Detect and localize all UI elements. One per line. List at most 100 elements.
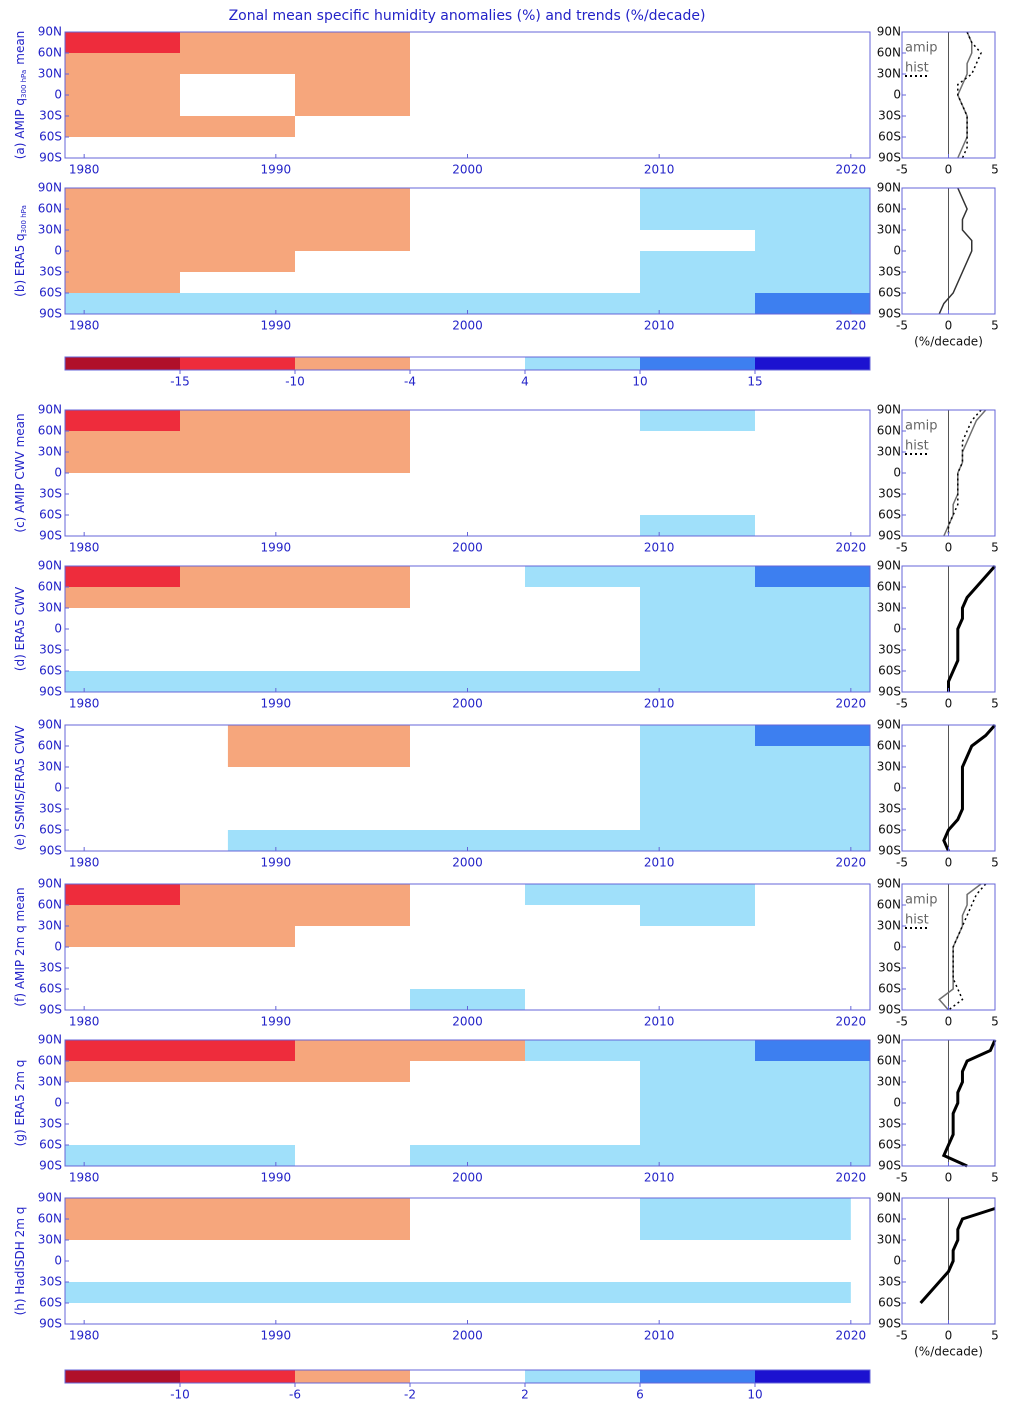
profile-y-tick-label: 60S xyxy=(878,130,901,144)
profile-x-tick-label: -5 xyxy=(896,541,908,555)
y-axis-label-main: (d) ERA5 CWV xyxy=(13,586,27,671)
heatmap-cell xyxy=(65,629,180,650)
x-tick-label: 1980 xyxy=(69,1329,100,1343)
heatmap-cell xyxy=(180,74,295,95)
y-tick-label: 90S xyxy=(39,685,62,699)
heatmap-cell xyxy=(295,1061,410,1082)
heatmap-cell xyxy=(410,473,525,494)
profile-y-tick-label: 60N xyxy=(877,1054,901,1068)
heatmap-cell xyxy=(640,1282,755,1303)
heatmap-cell xyxy=(640,209,755,230)
profile-y-tick-label: 30S xyxy=(878,265,901,279)
heatmap-cell xyxy=(525,767,640,788)
profile-y-tick-label: 30N xyxy=(877,445,901,459)
heatmap-cell xyxy=(525,989,640,1010)
profile-y-tick-label: 90S xyxy=(878,529,901,543)
x-tick-label: 2010 xyxy=(644,697,675,711)
heatmap-cell xyxy=(640,809,755,830)
heatmap-cell xyxy=(410,905,525,926)
colorbar-frame xyxy=(64,1369,871,1384)
heatmap-cell xyxy=(295,515,410,536)
heatmap-cell xyxy=(640,188,755,209)
heatmap-cell xyxy=(295,431,410,452)
heatmap-cell xyxy=(180,410,295,431)
profile-y-tick-label: 30S xyxy=(878,1275,901,1289)
x-tick-label: 2020 xyxy=(836,856,867,870)
colorbar-frame xyxy=(64,356,871,371)
profile-y-tick-label: 30S xyxy=(878,961,901,975)
profile-y-tick-label: 30N xyxy=(877,1233,901,1247)
trend-line xyxy=(942,724,997,852)
heatmap-cell xyxy=(755,725,870,746)
y-tick-label: 90S xyxy=(39,1159,62,1173)
heatmap-cell xyxy=(640,293,755,314)
profile-y-tick-label: 60N xyxy=(877,202,901,216)
colorbar-segment xyxy=(180,1370,295,1383)
profile-x-tick-label: 0 xyxy=(945,163,953,177)
profile-y-tick-label: 60S xyxy=(878,823,901,837)
heatmap-cell xyxy=(755,1240,851,1261)
heatmap-cell xyxy=(295,209,410,230)
heatmap-cell xyxy=(525,473,640,494)
y-tick-label: 30N xyxy=(38,601,62,615)
y-tick-label: 90S xyxy=(39,307,62,321)
heatmap-cell xyxy=(295,968,410,989)
heatmap-cell xyxy=(525,725,640,746)
heatmap-cell xyxy=(640,725,755,746)
x-tick-label: 2000 xyxy=(452,1171,483,1185)
y-tick-label: 30N xyxy=(38,1075,62,1089)
y-tick-label: 0 xyxy=(54,1096,62,1110)
heatmap-cell xyxy=(410,884,525,905)
profile-y-tick-label: 30S xyxy=(878,109,901,123)
profile-x-tick-label: 0 xyxy=(945,1329,953,1343)
profile-x-tick-label: -5 xyxy=(896,163,908,177)
y-tick-label: 30N xyxy=(38,760,62,774)
heatmap-cell xyxy=(640,968,755,989)
heatmap-cell xyxy=(180,989,295,1010)
x-tick-label: 2000 xyxy=(452,541,483,555)
heatmap-cell xyxy=(227,767,295,788)
y-tick-label: 30N xyxy=(38,67,62,81)
profile-y-tick-label: 60S xyxy=(878,1296,901,1310)
heatmap-cell xyxy=(295,1219,410,1240)
heatmap-cell xyxy=(410,968,525,989)
heatmap-cell xyxy=(640,587,755,608)
heatmap-cell xyxy=(180,650,295,671)
profile-y-tick-label: 90N xyxy=(877,25,901,39)
y-axis-label: (g) ERA5 2m q xyxy=(13,1060,27,1147)
heatmap-cell xyxy=(65,1103,180,1124)
heatmap-cell xyxy=(525,1061,640,1082)
colorbar-segment xyxy=(410,357,525,370)
heatmap-cell xyxy=(295,53,410,74)
heatmap-cell xyxy=(755,566,870,587)
y-tick-label: 30S xyxy=(39,109,62,123)
heatmap-cell xyxy=(755,1198,851,1219)
heatmap-cell xyxy=(640,251,755,272)
heatmap-cell xyxy=(295,1282,410,1303)
y-tick-label: 30S xyxy=(39,487,62,501)
x-tick-label: 2010 xyxy=(644,319,675,333)
heatmap-cell xyxy=(65,95,180,116)
colorbar-label: -6 xyxy=(289,1388,301,1402)
heatmap-cell xyxy=(410,1198,525,1219)
profile-y-tick-label: 60N xyxy=(877,1212,901,1226)
y-tick-label: 30S xyxy=(39,1117,62,1131)
profile-y-tick-label: 30S xyxy=(878,487,901,501)
y-axis-label-main: (g) ERA5 2m q xyxy=(13,1060,27,1147)
heatmap-cell xyxy=(295,74,410,95)
heatmap-cell xyxy=(295,767,410,788)
y-axis-label-sub: 300 hPa xyxy=(20,70,28,98)
heatmap-cell xyxy=(640,1124,755,1145)
heatmap-cell xyxy=(180,137,295,158)
y-axis-label: (f) AMIP 2m q mean xyxy=(13,887,27,1006)
y-tick-label: 0 xyxy=(54,244,62,258)
profile-x-tick-label: 5 xyxy=(991,1015,999,1029)
y-tick-label: 60N xyxy=(38,739,62,753)
profile-y-tick-label: 0 xyxy=(893,940,901,954)
heatmap-cell xyxy=(295,494,410,515)
heatmap-cell xyxy=(65,650,180,671)
heatmap-cell xyxy=(65,74,180,95)
heatmap-cell xyxy=(640,494,755,515)
profile-y-tick-label: 60S xyxy=(878,1138,901,1152)
heatmap-cell xyxy=(180,209,295,230)
